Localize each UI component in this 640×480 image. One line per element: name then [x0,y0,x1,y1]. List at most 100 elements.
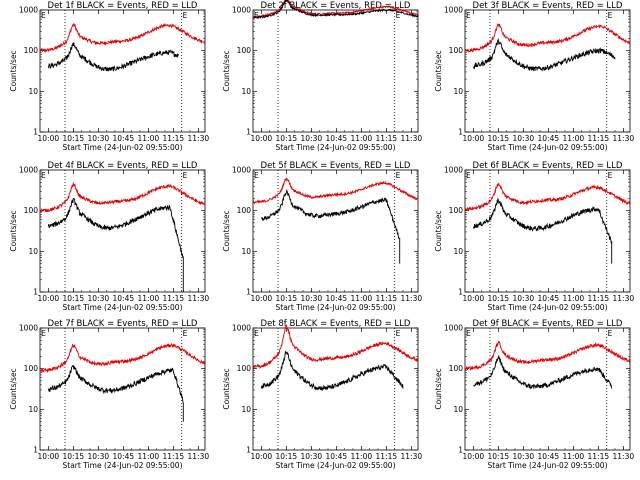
x-tick-label: 10:15 [63,294,85,303]
panel-det-2: Det 2f BLACK = Events, RED = LLD Counts/s… [222,0,422,152]
x-tick-label: 10:45 [113,134,135,143]
x-tick-label: 11:00 [563,134,585,143]
x-tick-label: 10:45 [326,134,348,143]
series-lld-red [464,182,631,212]
y-tick-label: 1000 [444,166,463,175]
x-axis-label: Start Time (24-Jun-02 09:55:00) [276,461,396,470]
x-tick-label: 11:15 [376,294,398,303]
x-tick-label: 11:15 [588,452,610,461]
end-marker: E [396,329,401,338]
x-axis-label: Start Time (24-Jun-02 09:55:00) [276,303,396,312]
x-tick-label: 10:30 [88,294,110,303]
x-tick-label: 10:30 [301,294,323,303]
x-tick-label: 10:30 [301,452,323,461]
y-tick-label: 10 [453,87,463,96]
y-tick-label: 1 [33,128,38,137]
panel-title: Det 5f BLACK = Events, RED = LLD [261,161,411,171]
y-tick-label: 100 [449,46,464,55]
series-events-black [473,354,613,390]
x-axis-label: Start Time (24-Jun-02 09:55:00) [488,461,608,470]
series-events-black [47,197,184,292]
x-tick-label: 11:30 [188,452,210,461]
panel-det-8: Det 8f BLACK = Events, RED = LLD Counts/s… [222,319,422,470]
end-marker: E [608,171,613,180]
y-tick-label: 100 [24,46,39,55]
x-tick-label: 11:30 [613,134,635,143]
x-tick-label: 10:45 [538,452,560,461]
series-lld-red [252,177,419,205]
series-events-black [47,364,184,422]
panel-title: Det 8f BLACK = Events, RED = LLD [261,319,411,329]
x-tick-label: 11:15 [163,452,185,461]
x-tick-label: 10:15 [276,294,298,303]
panel-title: Det 9f BLACK = Events, RED = LLD [473,319,623,329]
y-tick-label: 1 [246,128,251,137]
start-marker: E [466,329,471,338]
x-tick-label: 11:00 [563,294,585,303]
series-events-black [472,197,613,264]
y-tick-label: 1000 [19,166,38,175]
x-axis-label: Start Time (24-Jun-02 09:55:00) [63,303,183,312]
series-lld-red [252,324,419,371]
end-marker: E [183,171,188,180]
y-tick-label: 1000 [19,324,38,333]
y-tick-label: 100 [237,206,252,215]
x-tick-label: 10:45 [538,134,560,143]
y-axis-label: Counts/sec [434,368,443,409]
end-marker: E [396,11,401,20]
x-tick-label: 10:15 [63,452,85,461]
y-tick-label: 100 [237,364,252,373]
y-tick-label: 10 [241,405,251,414]
y-tick-label: 1 [458,288,463,297]
series-lld-red [39,181,206,214]
plot-frame [464,169,631,293]
panel-title: Det 2f BLACK = Events, RED = LLD [261,1,411,11]
panel-det-4: Det 4f BLACK = Events, RED = LLD Counts/s… [9,161,209,312]
y-tick-label: 1000 [19,6,38,15]
plot-frame [39,9,206,133]
x-tick-label: 11:15 [588,294,610,303]
x-tick-label: 10:00 [38,134,60,143]
panel-det-7: Det 7f BLACK = Events, RED = LLD Counts/s… [9,319,209,470]
y-tick-label: 10 [28,247,38,256]
y-tick-label: 10 [453,405,463,414]
series-events-black [260,350,404,392]
panel-det-6: Det 6f BLACK = Events, RED = LLD Counts/s… [434,161,634,312]
x-tick-label: 10:30 [513,294,535,303]
x-tick-label: 11:15 [588,134,610,143]
y-tick-label: 1000 [232,166,251,175]
series-lld-red [252,0,419,18]
x-tick-label: 10:00 [38,294,60,303]
x-tick-label: 11:30 [401,134,423,143]
end-marker: E [183,11,188,20]
x-tick-label: 10:00 [251,294,273,303]
series-events-black [252,0,419,20]
y-tick-label: 100 [237,46,252,55]
plot-frame [464,9,631,133]
panel-det-3: Det 3f BLACK = Events, RED = LLD Counts/s… [434,1,634,152]
x-tick-label: 10:00 [463,134,485,143]
y-axis-label: Counts/sec [9,368,18,409]
y-tick-label: 1 [246,446,251,455]
y-tick-label: 100 [449,206,464,215]
plot-frame [464,327,631,451]
x-tick-label: 11:00 [138,452,160,461]
y-axis-label: Counts/sec [434,50,443,91]
panel-title: Det 1f BLACK = Events, RED = LLD [48,1,198,11]
x-tick-label: 11:00 [138,294,160,303]
x-tick-label: 11:00 [351,294,373,303]
x-tick-label: 10:00 [463,294,485,303]
start-marker: E [254,171,259,180]
y-tick-label: 10 [28,87,38,96]
y-tick-label: 10 [453,247,463,256]
x-tick-label: 10:00 [38,452,60,461]
y-axis-label: Counts/sec [222,368,231,409]
series-lld-red [464,23,631,53]
plot-frame [39,327,206,451]
x-tick-label: 10:30 [88,134,110,143]
x-tick-label: 10:00 [251,452,273,461]
y-axis-label: Counts/sec [9,210,18,251]
y-tick-label: 1 [246,288,251,297]
panel-title: Det 6f BLACK = Events, RED = LLD [473,161,623,171]
